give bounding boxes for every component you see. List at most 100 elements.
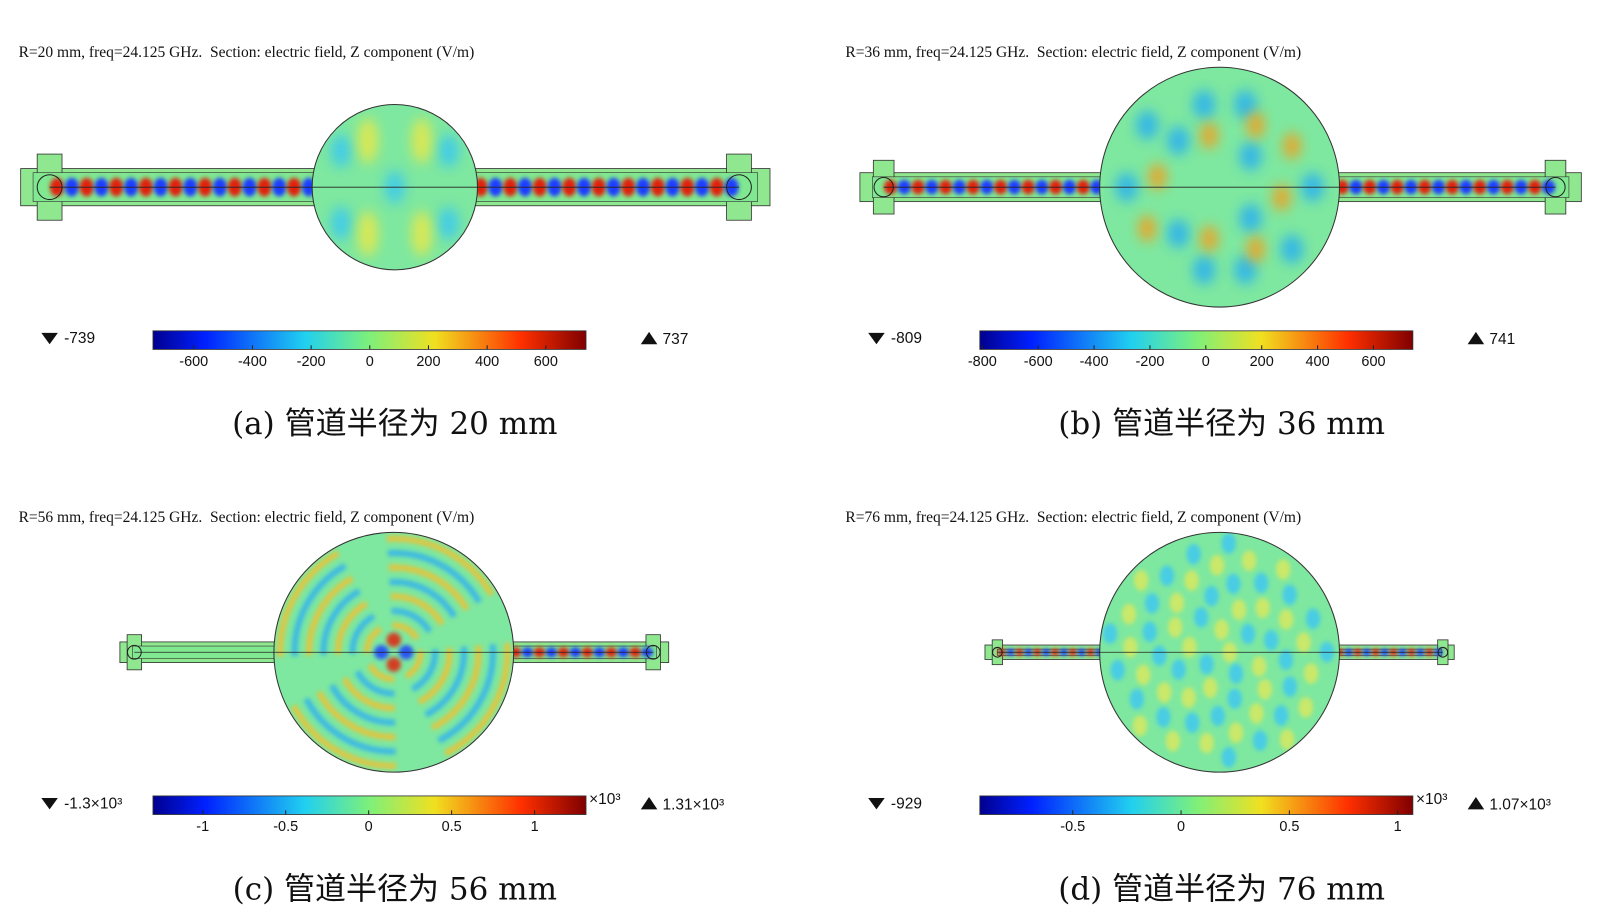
field-blob	[1166, 219, 1190, 249]
colorbar-tick-label: 400	[1306, 354, 1330, 370]
field-blob	[1165, 730, 1181, 752]
field-blob	[1227, 688, 1242, 710]
field-blob	[1137, 215, 1157, 242]
colorbar-tick-label: 0	[1202, 354, 1210, 370]
field-blob	[1185, 712, 1200, 734]
field-blob	[411, 210, 433, 257]
panel-title: R=20 mm, freq=24.125 GHz. Section: elect…	[19, 44, 475, 61]
colorbar-tick-label: 200	[1250, 354, 1274, 370]
colorbar-tick-label: -0.5	[273, 819, 298, 835]
colorbar-tick-label: -1	[196, 819, 209, 835]
max-marker	[1467, 796, 1485, 810]
field-blob	[1184, 570, 1199, 591]
colorbar-tick-label: -200	[1135, 354, 1164, 370]
field-blob	[1278, 649, 1294, 671]
field-blob	[1121, 603, 1137, 625]
field-blob	[1239, 203, 1262, 233]
field-blob	[1209, 554, 1225, 576]
field-blob	[1226, 573, 1241, 595]
field-blob	[1254, 572, 1269, 594]
field-blob	[386, 632, 402, 648]
chamber-field	[330, 117, 459, 257]
colorbar-tick-label: 1	[1394, 819, 1402, 835]
field-blob	[1133, 570, 1149, 591]
colorbar-tick-label: 0.5	[1279, 819, 1299, 835]
panel: R=56 mm, freq=24.125 GHz. Section: elect…	[19, 509, 725, 907]
colorbar	[979, 795, 1414, 815]
colorbar	[152, 795, 587, 815]
field-blob	[1182, 636, 1197, 658]
min-marker	[41, 797, 58, 810]
field-blob	[1240, 623, 1256, 645]
field-blob	[1282, 584, 1297, 606]
field-blob	[1272, 184, 1291, 211]
colorbar-multiplier: ×10³	[1416, 791, 1447, 808]
field-blob	[1144, 592, 1160, 614]
field-blob	[1273, 705, 1289, 726]
field-blob	[1148, 163, 1167, 191]
chamber-field	[1102, 533, 1335, 768]
max-label: 741	[1489, 331, 1515, 348]
colorbar-tick-label: -800	[968, 354, 997, 370]
field-blob	[1157, 682, 1172, 703]
field-blob	[1129, 688, 1145, 710]
field-blob	[1123, 636, 1138, 658]
field-blob	[1282, 676, 1298, 698]
colorbar-tick-label: 1	[531, 819, 539, 835]
panel: R=36 mm, freq=24.125 GHz. Section: elect…	[845, 44, 1582, 442]
field-blob	[1199, 653, 1214, 675]
field-blob	[1152, 645, 1167, 667]
colorbar-tick-label: -400	[238, 354, 267, 370]
field-blob	[1169, 592, 1185, 614]
colorbar-tick-label: 200	[416, 354, 440, 370]
colorbar-multiplier: ×10³	[589, 791, 620, 808]
colorbar-tick-label: 600	[534, 354, 558, 370]
field-blob	[1210, 705, 1226, 727]
field-blob	[330, 206, 352, 240]
field-blob	[330, 134, 352, 168]
field-blob	[1263, 629, 1279, 651]
field-blob	[1246, 235, 1266, 263]
max-marker	[640, 331, 658, 345]
field-blob	[1136, 664, 1151, 686]
max-marker	[640, 796, 658, 810]
colorbar	[979, 330, 1414, 350]
field-plot	[859, 66, 1582, 308]
field-blob	[1199, 122, 1219, 149]
field-blob	[1102, 623, 1118, 644]
field-blob	[1246, 111, 1266, 139]
field-blob	[1199, 225, 1219, 253]
field-blob	[386, 657, 402, 672]
colorbar-tick-label: -400	[1080, 354, 1109, 370]
field-blob	[1278, 609, 1294, 630]
panel: R=20 mm, freq=24.125 GHz. Section: elect…	[19, 44, 771, 442]
field-blob	[1135, 110, 1159, 140]
field-blob	[1221, 746, 1237, 768]
min-label: -929	[891, 795, 922, 812]
field-blob	[1279, 729, 1295, 750]
max-label: 1.07×10³	[1489, 796, 1551, 813]
colorbar-tick-label: -600	[1024, 354, 1053, 370]
colorbar-tick-label: 0.5	[442, 819, 462, 835]
caption: (a) 管道半径为 20 mm	[232, 406, 557, 442]
max-marker	[1467, 331, 1485, 345]
panel: R=76 mm, freq=24.125 GHz. Section: elect…	[845, 509, 1551, 907]
colorbar-tick-label: 400	[475, 354, 499, 370]
field-blob	[1251, 656, 1267, 677]
field-blob	[438, 134, 459, 168]
field-blob	[1192, 255, 1216, 285]
field-blob	[1167, 616, 1183, 638]
field-blob	[411, 117, 433, 164]
field-blob	[1280, 234, 1304, 264]
panel-title: R=36 mm, freq=24.125 GHz. Section: elect…	[845, 44, 1301, 61]
colorbar-tick-label: 0	[1177, 819, 1185, 835]
field-blob	[1249, 702, 1264, 724]
field-blob	[1199, 732, 1214, 754]
field-blob	[1204, 585, 1219, 607]
field-blob	[1252, 730, 1268, 751]
field-blob	[1186, 543, 1201, 565]
caption: (c) 管道半径为 56 mm	[233, 871, 557, 907]
min-marker	[868, 797, 885, 810]
field-blob	[1156, 706, 1171, 728]
